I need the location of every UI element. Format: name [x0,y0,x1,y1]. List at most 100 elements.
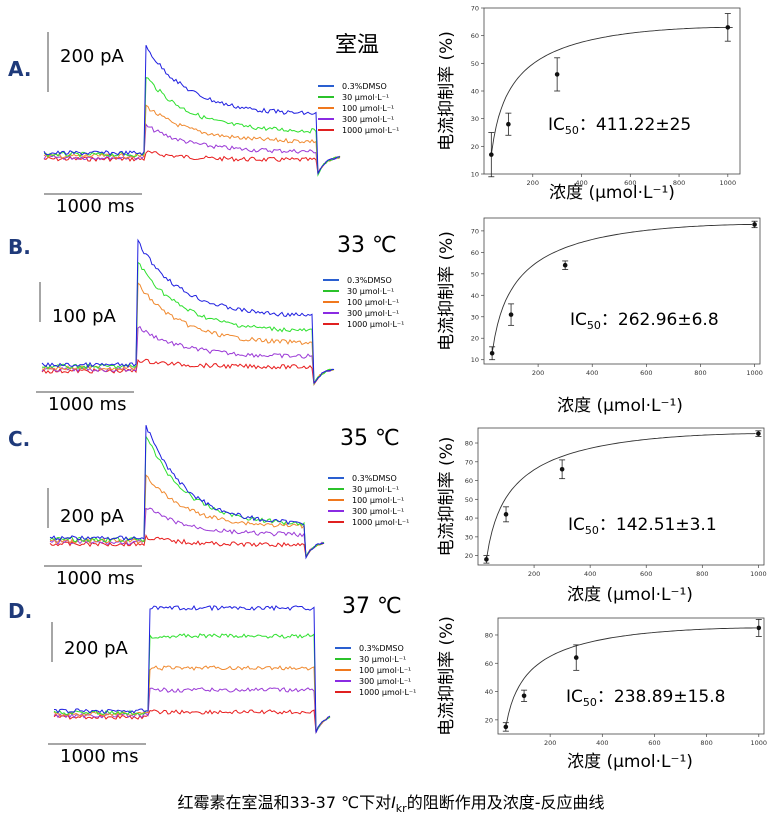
current-traces [49,425,325,560]
y-axis-label: 电流抑制率 (%) [437,31,457,151]
current-traces [41,238,335,386]
trace-series-4 [53,687,331,735]
legend-label-1: 0.3%DMSO [352,474,397,483]
panel-letter: B. [8,235,31,259]
y-tick-label: 80 [485,631,493,639]
y-tick-label: 20 [485,716,493,724]
trace-legend: 0.3%DMSO 30 μmol·L⁻¹ 100 μmol·L⁻¹ 300 μmol·… [328,474,409,527]
y-tick-label: 40 [471,292,479,300]
y-tick-label: 30 [465,533,473,541]
y-tick-label: 50 [471,60,479,68]
trace-series-1 [49,425,325,560]
scale-time-label: 1000 ms [56,196,134,217]
data-point [752,222,757,227]
trace-series-3 [53,665,331,733]
data-point [559,466,565,472]
x-tick-label: 400 [596,739,608,747]
ic50-label: IC50：142.51±3.1 [568,515,717,537]
panel-a: A. 200 pA 1000 ms 室温 0.3%DMSO 30 μmol·L⁻¹ 100 … [8,5,741,217]
fit-curve [505,627,757,727]
y-tick-label: 70 [465,458,473,466]
y-axis-label: 电流抑制率 (%) [437,616,457,736]
temperature-label: 37 ℃ [342,594,402,619]
legend-label-1: 0.3%DMSO [359,644,404,653]
temperature-label: 35 ℃ [340,426,400,451]
temperature-label: 33 ℃ [337,233,397,258]
x-tick-label: 200 [532,369,544,377]
legend-label-5: 1000 μmol·L⁻¹ [352,518,409,527]
data-point [489,350,495,356]
y-tick-label: 50 [465,496,473,504]
y-tick-label: 60 [485,660,493,668]
trace-series-4 [43,122,341,176]
data-point [573,655,579,660]
trace-series-2 [41,261,335,386]
trace-series-3 [49,474,325,560]
panel-letter: C. [8,427,30,451]
x-axis-label: 浓度 (μmol·L⁻¹) [557,396,683,416]
scale-current-label: 200 pA [64,638,129,659]
dose-response-plot: 200 400 600 800 1000 10 20 30 40 50 60 70 电流抑制率 (%) 浓… [437,217,763,416]
plot-frame [477,427,765,566]
legend-label-3: 100 μmol·L⁻¹ [359,666,411,675]
y-tick-label: 60 [471,249,479,257]
y-tick-label: 50 [471,270,479,278]
legend-label-2: 30 μmol·L⁻¹ [342,93,389,102]
trace-legend: 0.3%DMSO 30 μmol·L⁻¹ 100 μmol·L⁻¹ 300 μmol·… [318,82,399,135]
y-tick-label: 40 [471,88,479,96]
dose-response-plot: 200 400 600 800 1000 10 20 30 40 50 60 70 电流抑制率 (%) 浓… [437,5,741,203]
scale-time-label: 1000 ms [56,568,134,589]
data-point [489,152,494,157]
fit-curve [491,224,752,354]
legend-label-1: 0.3%DMSO [342,82,387,91]
legend-label-2: 30 μmol·L⁻¹ [359,655,406,664]
y-tick-label: 40 [485,688,493,696]
trace-series-5 [49,534,325,559]
x-tick-label: 200 [544,739,556,747]
legend-label-5: 1000 μmol·L⁻¹ [359,688,416,697]
x-tick-label: 800 [700,739,712,747]
x-tick-label: 200 [528,570,540,578]
x-tick-label: 200 [527,179,539,187]
panel-c: C. 200 pA 1000 ms 35 ℃ 0.3%DMSO 30 μmol·L⁻¹ 10… [8,425,767,605]
y-axis-label: 电流抑制率 (%) [437,231,457,351]
y-axis-label: 电流抑制率 (%) [437,437,457,557]
legend-label-2: 30 μmol·L⁻¹ [352,485,399,494]
trace-series-1 [41,238,335,384]
data-point [508,312,514,317]
data-point [756,431,761,436]
trace-series-2 [44,76,341,177]
data-point [484,557,489,562]
dose-response-plot: 200 400 600 800 1000 20 30 40 50 60 70 80 电流抑制率 (%) 浓… [437,427,767,605]
x-tick-label: 400 [584,570,596,578]
legend-label-3: 100 μmol·L⁻¹ [352,496,404,505]
temperature-label: 室温 [335,33,379,58]
x-tick-label: 1000 [746,369,763,377]
y-tick-label: 70 [471,5,479,13]
legend-label-4: 300 μmol·L⁻¹ [347,309,399,318]
y-tick-label: 30 [471,115,479,123]
y-tick-label: 60 [471,32,479,40]
plot-frame [483,217,761,365]
data-point [562,262,568,268]
scale-current-label: 100 pA [52,306,117,327]
y-tick-label: 20 [471,335,479,343]
x-tick-label: 1000 [720,179,737,187]
trace-series-3 [41,282,335,385]
legend-label-4: 300 μmol·L⁻¹ [352,507,404,516]
x-tick-label: 600 [640,570,652,578]
current-traces [53,604,331,735]
trace-series-2 [49,434,325,558]
data-point [756,625,762,631]
scale-current-label: 200 pA [60,506,125,527]
panel-letter: D. [8,599,32,623]
x-tick-label: 1000 [750,570,767,578]
x-tick-label: 400 [575,179,587,187]
y-tick-label: 40 [465,515,473,523]
x-tick-label: 800 [696,570,708,578]
y-tick-label: 30 [471,313,479,321]
legend-label-5: 1000 μmol·L⁻¹ [342,126,399,135]
y-tick-label: 60 [465,477,473,485]
legend-label-2: 30 μmol·L⁻¹ [347,287,394,296]
y-tick-label: 20 [465,552,473,560]
